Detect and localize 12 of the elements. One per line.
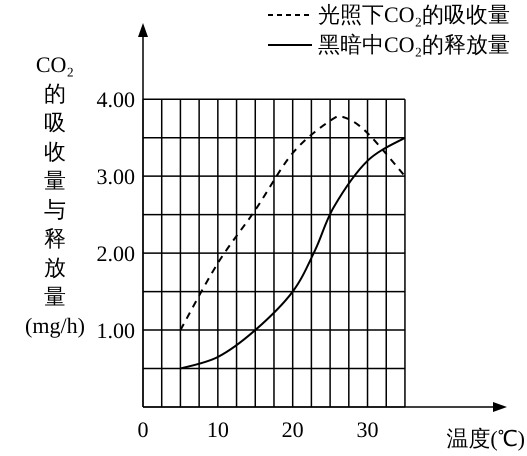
y-tick-label: 1.00 — [96, 318, 135, 344]
y-tick-label: 4.00 — [96, 87, 135, 112]
text: CO₂的吸收量与释放量(mg/h) — [25, 52, 85, 338]
legend-label: 光照下CO₂的吸收量 — [318, 2, 510, 27]
xtick: 0 — [138, 417, 148, 442]
y-tick-label: 2.00 — [96, 241, 135, 266]
legend-label: 黑暗中CO₂的释放量 — [318, 32, 510, 57]
xtick: 20 — [282, 417, 304, 442]
y-tick-label: 3.00 — [96, 164, 135, 190]
xtick: 30 — [356, 417, 379, 442]
xtick: 10 — [206, 417, 229, 442]
x-axis-title: 温度(℃) — [446, 426, 525, 451]
